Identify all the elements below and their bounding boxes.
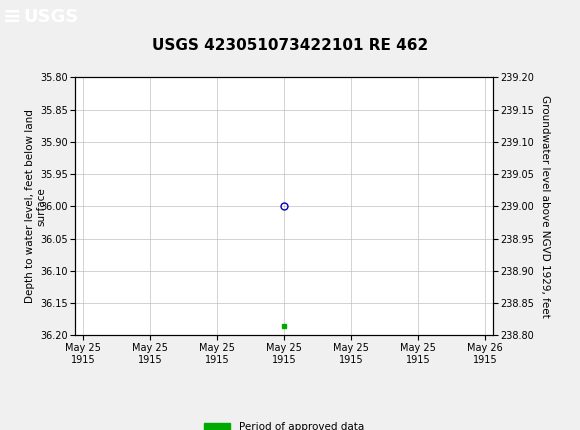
Y-axis label: Groundwater level above NGVD 1929, feet: Groundwater level above NGVD 1929, feet [540, 95, 550, 318]
Y-axis label: Depth to water level, feet below land
surface: Depth to water level, feet below land su… [25, 110, 46, 303]
Text: USGS: USGS [23, 9, 78, 27]
Legend: Period of approved data: Period of approved data [200, 418, 368, 430]
Text: ≡: ≡ [3, 7, 21, 28]
Text: USGS 423051073422101 RE 462: USGS 423051073422101 RE 462 [152, 38, 428, 52]
